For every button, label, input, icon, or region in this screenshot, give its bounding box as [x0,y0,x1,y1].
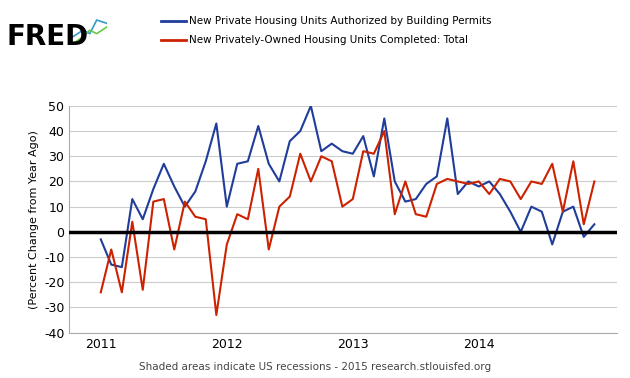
Text: New Privately-Owned Housing Units Completed: Total: New Privately-Owned Housing Units Comple… [189,35,468,45]
Text: Shaded areas indicate US recessions - 2015 research.stlouisfed.org: Shaded areas indicate US recessions - 20… [139,363,491,372]
Y-axis label: (Percent Change from Year Ago): (Percent Change from Year Ago) [28,130,38,309]
Text: New Private Housing Units Authorized by Building Permits: New Private Housing Units Authorized by … [189,16,491,26]
Text: FRED: FRED [6,23,88,51]
